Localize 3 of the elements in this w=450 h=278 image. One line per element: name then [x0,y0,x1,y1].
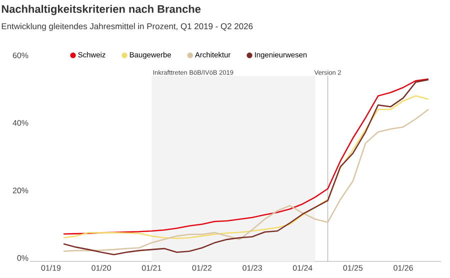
line-series [62,108,430,252]
chart-title: Nachhaltigkeitskriterien nach Branche [2,4,201,16]
chart-subtitle: Entwicklung gleitendes Jahresmittel in Prozent, Q1 2019 - Q2 2026 [2,23,253,31]
